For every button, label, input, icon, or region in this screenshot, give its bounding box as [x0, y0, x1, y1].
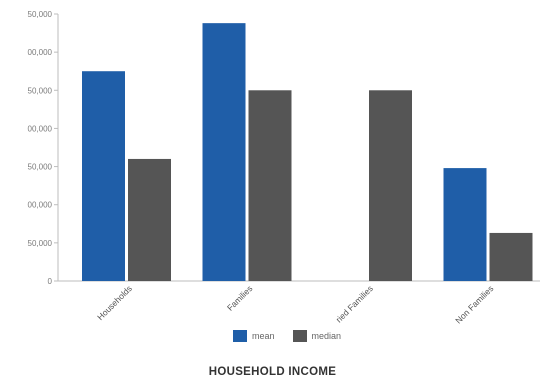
legend-item-mean[interactable]: mean	[233, 330, 275, 342]
bar-median	[489, 232, 533, 281]
x-tick-label: Non Families	[453, 283, 495, 325]
bar-median	[128, 158, 171, 281]
legend-label-median: median	[311, 331, 342, 341]
bar-mean	[443, 168, 487, 281]
x-tick-label: Families	[225, 283, 254, 312]
y-tick-label: 0	[48, 277, 53, 286]
bar-mean	[202, 23, 246, 281]
bar-median	[248, 90, 292, 282]
legend-item-median[interactable]: median	[292, 330, 342, 342]
legend-swatch-median	[292, 330, 307, 342]
y-tick-label: 00,000	[28, 124, 53, 133]
legend-swatch-mean	[233, 330, 247, 342]
y-tick-label: 50,000	[28, 10, 53, 19]
y-tick-label: 00,000	[28, 201, 53, 210]
x-tick-label: Households	[95, 283, 134, 322]
legend-label-mean: mean	[252, 331, 275, 341]
bar-median	[369, 90, 412, 282]
x-tick-label: ried Families	[334, 283, 375, 324]
y-tick-label: 50,000	[28, 86, 53, 95]
y-tick-label: 00,000	[28, 48, 53, 57]
legend: mean median	[233, 330, 341, 342]
y-tick-label: 50,000	[28, 163, 53, 172]
bar-mean	[82, 71, 125, 281]
chart-title: HOUSEHOLD INCOME	[208, 366, 337, 378]
y-tick-label: 50,000	[28, 239, 53, 248]
